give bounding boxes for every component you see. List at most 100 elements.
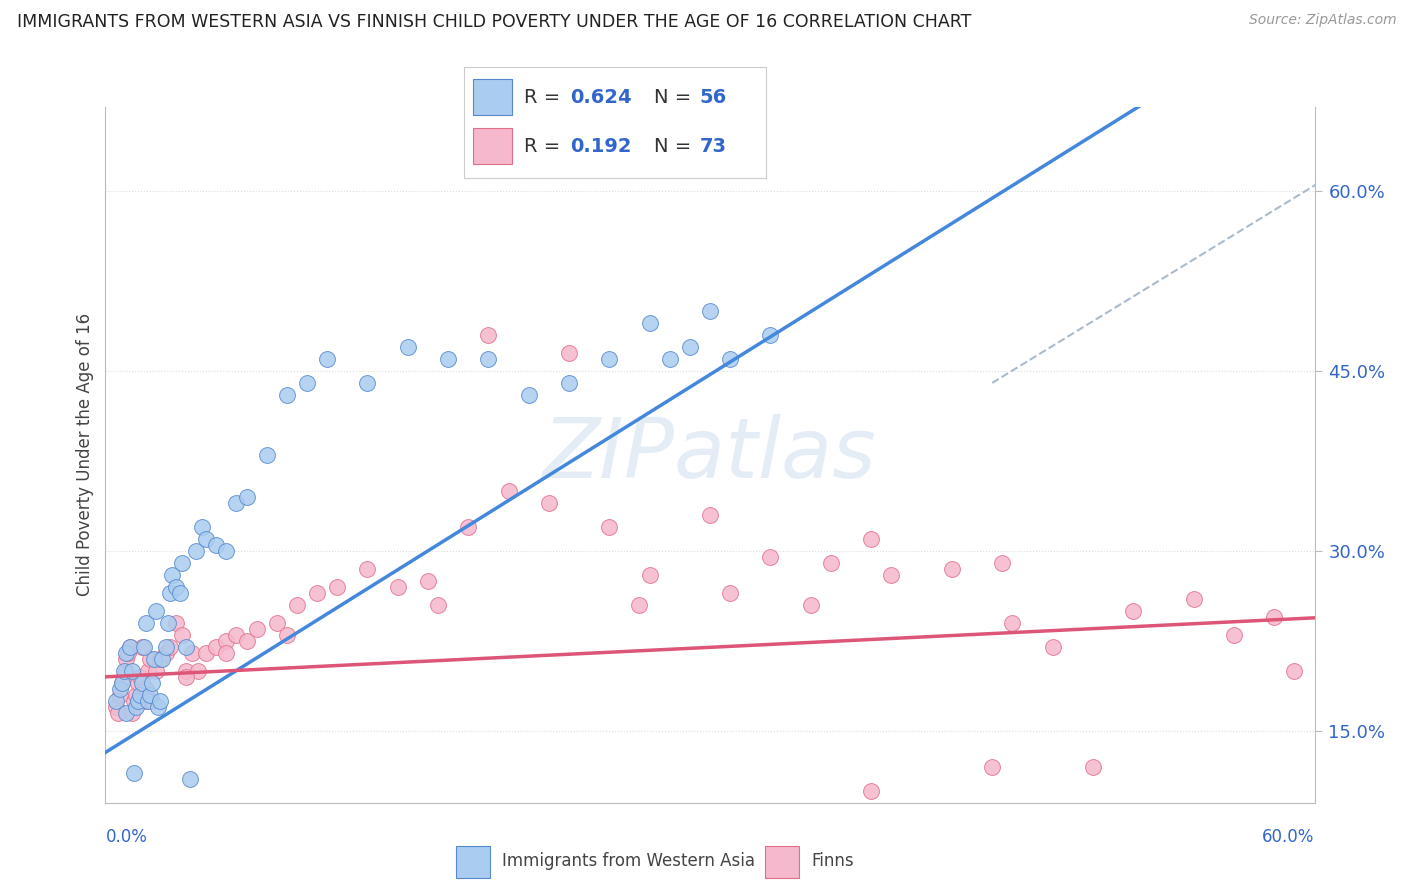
Text: Source: ZipAtlas.com: Source: ZipAtlas.com [1249,13,1396,28]
Point [276,388,298,402]
Text: Finns: Finns [811,852,853,870]
Point [1001,615,1024,630]
Point [112,670,135,684]
Point [981,760,1004,774]
Point [131,676,153,690]
Text: 60.0%: 60.0% [1263,828,1315,846]
Point [699,304,721,318]
Point [225,628,247,642]
Point [170,628,193,642]
Point [598,351,620,366]
Point [136,664,159,678]
Point [235,490,257,504]
Point [437,351,460,366]
Point [150,652,173,666]
Point [215,544,238,558]
Point [307,586,329,600]
Point [558,346,581,360]
Point [112,664,135,678]
Point [759,328,782,343]
Point [477,328,499,343]
Point [135,681,157,696]
Point [165,580,187,594]
Point [285,598,308,612]
Point [187,664,209,678]
Point [1042,640,1064,654]
Text: N =: N = [654,136,692,155]
Text: 0.624: 0.624 [569,87,631,106]
FancyBboxPatch shape [472,79,512,115]
Point [598,520,620,534]
Point [517,388,540,402]
Text: R =: R = [524,136,561,155]
Point [991,556,1014,570]
Point [628,598,651,612]
Point [820,556,842,570]
Point [125,688,148,702]
Point [638,567,661,582]
Point [880,567,903,582]
Text: ZIPatlas: ZIPatlas [543,415,877,495]
Point [718,586,741,600]
Point [125,699,148,714]
Point [387,580,409,594]
Point [266,615,288,630]
Point [195,646,218,660]
Point [205,538,228,552]
Point [800,598,823,612]
Point [132,640,155,654]
Point [142,652,165,666]
Point [295,376,318,390]
Point [498,483,520,498]
Point [108,681,131,696]
Point [139,688,162,702]
FancyBboxPatch shape [765,846,799,878]
Point [122,694,145,708]
Point [316,351,339,366]
Point [326,580,349,594]
Point [356,376,378,390]
Point [941,562,963,576]
Point [114,652,136,666]
Point [246,622,269,636]
Point [416,574,439,588]
Point [457,520,479,534]
Point [174,640,197,654]
Point [155,640,177,654]
Point [132,694,155,708]
Point [558,376,581,390]
Point [256,448,278,462]
Point [427,598,450,612]
Point [136,694,159,708]
Y-axis label: Child Poverty Under the Age of 16: Child Poverty Under the Age of 16 [76,313,94,597]
Point [396,340,419,354]
Point [145,664,167,678]
Point [165,615,187,630]
Point [1122,604,1144,618]
Point [160,567,183,582]
Point [117,646,139,660]
Point [215,633,238,648]
Point [1182,591,1205,606]
Point [718,351,741,366]
Point [122,765,145,780]
Point [174,670,197,684]
Point [118,640,141,654]
Text: 73: 73 [700,136,727,155]
Point [110,676,132,690]
Point [149,694,172,708]
Point [1223,628,1246,642]
Point [135,615,157,630]
FancyBboxPatch shape [456,846,489,878]
Point [477,351,499,366]
Point [186,544,208,558]
Point [356,562,378,576]
Point [128,688,150,702]
Point [679,340,702,354]
Point [159,586,181,600]
Point [159,640,181,654]
Text: 0.0%: 0.0% [105,828,148,846]
Text: N =: N = [654,87,692,106]
Point [1081,760,1104,774]
Point [107,706,129,720]
